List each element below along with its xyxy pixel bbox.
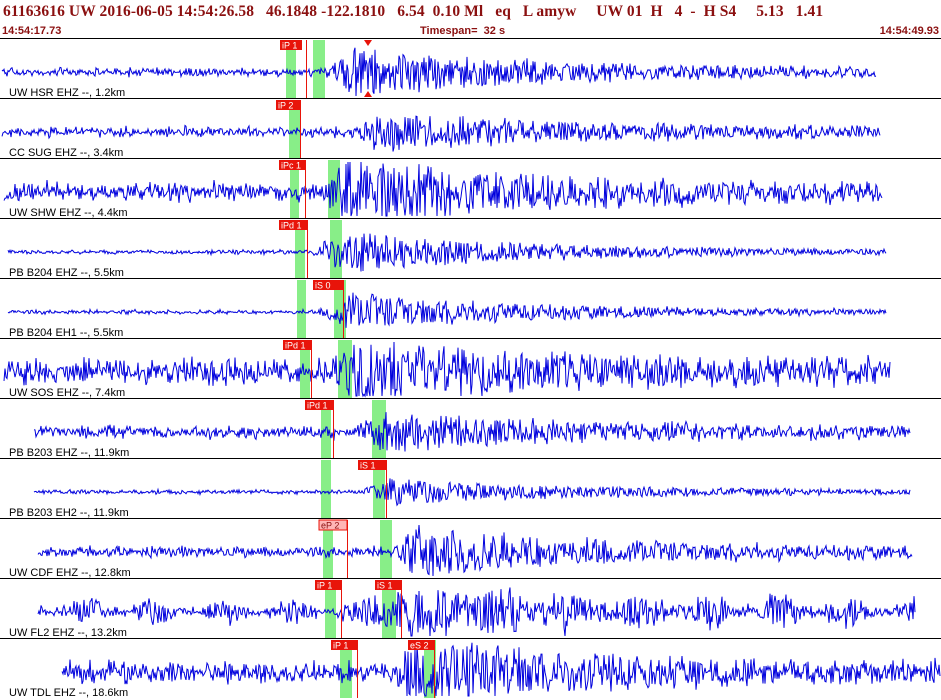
pick-flag[interactable]: [315, 580, 341, 590]
pick-flag-label: iP 1: [282, 41, 297, 51]
station-label: PB B203 EH2 --, 11.9km: [9, 507, 129, 519]
pick-flag[interactable]: [408, 640, 434, 650]
end-time-label: 14:54:49.93: [879, 25, 939, 37]
pick-flag[interactable]: [280, 40, 302, 50]
station-label: UW FL2 EHZ --, 13.2km: [9, 627, 127, 639]
pick-flag-label: eS 2: [410, 641, 429, 651]
pick-flag-label: iS 1: [360, 461, 376, 471]
event-summary-line: 61163616 UW 2016-06-05 14:54:26.58 46.18…: [3, 3, 824, 20]
pick-flag-label: iPd 1: [281, 221, 302, 231]
pick-flag[interactable]: [318, 519, 348, 531]
pick-window: [325, 580, 336, 638]
start-time-label: 14:54:17.73: [2, 25, 62, 37]
pick-flag-label: iPd 1: [307, 401, 328, 411]
pick-window: [373, 460, 385, 518]
station-label: UW TDL EHZ --, 18.6km: [9, 687, 128, 699]
pick-window: [289, 100, 300, 158]
pick-flag[interactable]: [279, 160, 305, 170]
pick-window: [297, 280, 306, 338]
pick-flag-label: iP 1: [333, 641, 348, 651]
pick-marker-icon[interactable]: [364, 40, 372, 46]
pick-window: [323, 520, 333, 578]
station-label: PB B203 EHZ --, 11.9km: [9, 447, 129, 459]
seismic-trace: [33, 412, 911, 452]
pick-flag[interactable]: [283, 340, 311, 350]
station-label: UW CDF EHZ --, 12.8km: [9, 567, 131, 579]
pick-flag[interactable]: [331, 640, 357, 650]
pick-flag[interactable]: [305, 400, 333, 410]
seismic-trace: [3, 161, 883, 217]
seismic-trace: [1, 47, 877, 97]
pick-window: [321, 460, 331, 518]
seismic-trace: [61, 642, 941, 697]
pick-window: [380, 520, 392, 578]
seismic-trace: [3, 341, 891, 398]
station-label: CC SUG EHZ --, 3.4km: [9, 147, 123, 159]
pick-flag[interactable]: [375, 580, 401, 590]
pick-flag-label: eP 2: [321, 521, 339, 531]
pick-window: [300, 340, 310, 398]
pick-window: [424, 640, 436, 698]
pick-flag-label: iP 2: [278, 101, 293, 111]
pick-flag[interactable]: [313, 280, 343, 290]
station-label: PB B204 EH1 --, 5.5km: [9, 327, 123, 339]
event-header: 61163616 UW 2016-06-05 14:54:26.58 46.18…: [0, 0, 941, 38]
station-label: UW HSR EHZ --, 1.2km: [9, 87, 125, 99]
seismic-trace: [37, 587, 916, 637]
pick-window: [290, 160, 299, 218]
station-label: UW SOS EHZ --, 7.4km: [9, 387, 125, 399]
seismic-trace: [33, 478, 911, 507]
pick-flag-label: iPc 1: [281, 161, 301, 171]
pick-window: [330, 220, 342, 278]
seismic-trace: [7, 233, 887, 272]
station-label: UW SHW EHZ --, 4.4km: [9, 207, 128, 219]
seismic-trace: [37, 524, 913, 577]
pick-marker-icon[interactable]: [364, 91, 372, 97]
pick-window: [340, 640, 352, 698]
pick-flag[interactable]: [358, 460, 386, 470]
pick-window: [295, 220, 305, 278]
pick-flag-label: iPd 1: [285, 341, 306, 351]
station-label: PB B204 EHZ --, 5.5km: [9, 267, 124, 279]
pick-window: [313, 40, 325, 98]
pick-window: [286, 40, 296, 98]
pick-flag[interactable]: [276, 100, 300, 110]
seismic-trace: [7, 292, 887, 328]
seismic-trace: [1, 115, 881, 152]
pick-flag-label: iP 1: [317, 581, 332, 591]
pick-flag-label: iS 1: [377, 581, 393, 591]
timespan-label: Timespan= 32 s: [420, 25, 506, 37]
pick-window: [338, 340, 352, 398]
pick-flag-label: iS 0: [315, 281, 331, 291]
pick-flag[interactable]: [279, 220, 307, 230]
seismogram-panel[interactable]: iP 1 iP 2 iPc 1 iPd 1 iS 0 iPd 1 iPd 1 iS 1 eP 2…: [0, 38, 941, 700]
